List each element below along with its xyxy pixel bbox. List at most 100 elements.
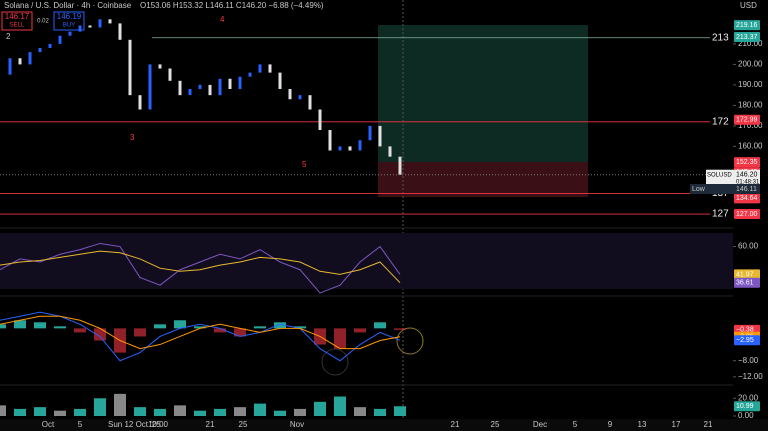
volume-bar [0, 405, 6, 416]
price-tag [734, 193, 760, 204]
volume-bar [74, 408, 86, 416]
y-tick-label: 160.00 [738, 142, 763, 151]
x-tick-label: 5 [573, 420, 578, 429]
candle [268, 64, 272, 73]
x-tick-label: Oct [42, 420, 55, 429]
price-tag-label: 41.97 [736, 271, 754, 278]
collapse-toggle[interactable]: 2 [6, 32, 11, 41]
price-tag-label: −2.95 [736, 337, 754, 344]
volume-bar [34, 407, 46, 416]
buy-button[interactable] [53, 11, 85, 31]
x-tick-label: 25 [491, 420, 500, 429]
candle [158, 64, 162, 69]
candle [248, 72, 252, 77]
annotation-circle [321, 348, 349, 376]
x-tick-label: 9 [608, 420, 613, 429]
candle [188, 89, 192, 96]
price-tag-label: 219.16 [736, 22, 758, 29]
macd-histogram-bar [214, 328, 226, 333]
rsi-line [0, 242, 401, 294]
candle [288, 89, 292, 100]
x-tick-label: 21 [206, 420, 215, 429]
low-price: 146.11 [736, 186, 757, 193]
candle [278, 72, 282, 90]
candle [358, 140, 362, 151]
y-tick-label: −12.00 [738, 372, 763, 381]
buy-label[interactable]: BUY [63, 23, 75, 29]
x-tick-label: 21 [704, 420, 713, 429]
last-price-box [706, 169, 760, 187]
price-tag [734, 269, 760, 280]
volume-bar [194, 410, 206, 416]
price-tag [734, 114, 760, 125]
candle [58, 35, 62, 44]
price-tag [734, 277, 760, 288]
candle [328, 130, 332, 151]
x-tick-label: 5 [78, 420, 83, 429]
candle [108, 19, 112, 24]
volume-bar [254, 403, 266, 416]
y-tick-label: 170.00 [738, 121, 763, 130]
y-tick-label: 20.00 [738, 393, 759, 402]
volume-bar [274, 410, 286, 416]
sell-price[interactable]: 146.17 [5, 12, 30, 21]
candle [28, 52, 32, 65]
price-tag [734, 335, 760, 346]
macd-histogram-bar [154, 324, 166, 329]
volume-bar [214, 408, 226, 416]
y-tick-label: 180.00 [738, 101, 763, 110]
macd-histogram-bar [194, 326, 206, 329]
x-tick-label: 21 [451, 420, 460, 429]
x-tick-label: Sun 12 Oct '25 [108, 420, 161, 429]
rsi-ma-line [0, 250, 401, 284]
macd-line [0, 311, 401, 362]
macd-histogram-bar [234, 328, 246, 337]
candle [148, 64, 152, 110]
wave-label: 3 [130, 133, 135, 142]
price-tag-label: 36.61 [736, 280, 754, 287]
macd-histogram-bar [354, 328, 366, 333]
candle [8, 58, 12, 75]
macd-histogram-bar [394, 328, 406, 330]
macd-histogram-bar [294, 326, 306, 329]
volume-bar [54, 410, 66, 416]
candle [168, 68, 172, 81]
volume-bar [134, 407, 146, 416]
candle [88, 25, 92, 28]
candle [238, 76, 242, 90]
candle [338, 146, 342, 151]
x-tick-label: 25 [239, 420, 248, 429]
volume-bar [114, 393, 126, 416]
sell-label[interactable]: SELL [10, 23, 25, 29]
candle [398, 156, 402, 175]
price-tag-label: 10.99 [736, 403, 754, 410]
candle [128, 39, 132, 96]
time-axis [0, 419, 768, 431]
currency[interactable]: USD [740, 1, 757, 10]
buy-price[interactable]: 146.19 [57, 12, 82, 21]
price-tag [734, 157, 760, 168]
loss-zone [378, 162, 588, 197]
candle [38, 48, 42, 53]
wave-label: 5 [302, 160, 307, 169]
macd-histogram-bar [134, 328, 146, 337]
y-tick-label: 210.00 [738, 39, 763, 48]
price-tag-label: 152.35 [736, 159, 758, 166]
price-tag-label: 213.37 [736, 34, 758, 41]
macd-histogram-bar [174, 320, 186, 329]
x-tick-label: 17 [672, 420, 681, 429]
spread: 0.02 [37, 19, 49, 25]
candle [98, 19, 102, 28]
y-tick-label: 60.00 [738, 242, 759, 251]
wave-label: 4 [220, 15, 225, 24]
macd-histogram-bar [74, 328, 86, 333]
candle [48, 43, 52, 49]
price-tag [734, 32, 760, 42]
volume-bar [154, 408, 166, 416]
candle [208, 84, 212, 96]
price-tag-label: 127.00 [736, 211, 758, 218]
sell-button[interactable] [1, 11, 33, 31]
ohlc: O153.06 H153.32 L146.11 C146.20 −6.88 (−… [140, 1, 324, 10]
candle [18, 58, 22, 65]
